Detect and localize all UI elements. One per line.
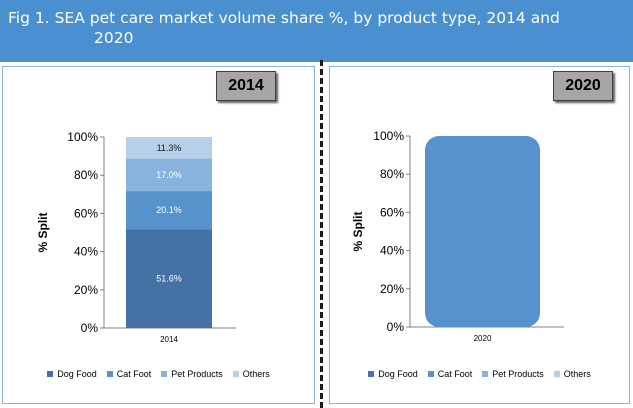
figure-title-line-2: 2020 — [94, 29, 134, 47]
x-category-label-2014: 2014 — [160, 335, 178, 344]
y-tick-label-5: 100% — [67, 130, 98, 144]
year-badge-2020: 2020 — [553, 71, 613, 101]
y-axis-label: % Split — [351, 211, 365, 251]
legend-swatch — [368, 371, 375, 377]
data-label-2014-dog-food: 51.6% — [156, 274, 182, 284]
legend-item-cat-foot: Cat Foot — [427, 369, 473, 379]
legend-swatch — [106, 371, 113, 377]
legend-label: Pet Products — [492, 369, 544, 379]
data-label-2014-others: 11.3% — [157, 143, 182, 153]
y-tick-label-0: 0% — [81, 321, 99, 335]
legend-label: Dog Food — [378, 369, 418, 379]
chart-panel-2020: 2020 0% 20% 40% 60% 80% 100% % Split 2020 Dog F… — [329, 66, 630, 404]
legend-2020: Dog Food Cat Foot Pet Products Others — [330, 369, 629, 379]
bar-2014-cat-foot — [126, 191, 212, 230]
y-tick-label-3: 60% — [380, 205, 404, 219]
bar-2014-others — [126, 137, 212, 159]
legend-item-others: Others — [553, 369, 591, 379]
figure-title-bar: Fig 1. SEA pet care market volume share … — [0, 0, 633, 62]
data-label-2014-cat-foot: 20.1% — [156, 205, 182, 215]
legend-label: Cat Foot — [437, 369, 473, 379]
y-tick-label-1: 20% — [74, 283, 98, 297]
legend-label: Pet Products — [171, 369, 223, 379]
y-tick-label-2: 40% — [380, 244, 404, 258]
legend-label: Others — [563, 369, 591, 379]
y-tick-label-1: 20% — [380, 282, 404, 296]
chart-2020-svg: 0% 20% 40% 60% 80% 100% % Split 2020 — [351, 129, 564, 343]
bar-2014-pet-products — [126, 158, 212, 192]
legend-swatch — [482, 371, 489, 377]
legend-2014: Dog Food Cat Foot Pet Products Others — [3, 369, 314, 379]
legend-item-pet-products: Pet Products — [161, 369, 223, 379]
y-axis-label: % Split — [36, 212, 50, 252]
legend-item-others: Others — [232, 369, 270, 379]
legend-swatch — [161, 371, 168, 377]
bar-2014-dog-food — [126, 229, 212, 328]
chart-2014-svg: 0% 20% 40% 60% 80% 100% % Split 51.6% 20.1% 17.0%… — [36, 130, 236, 344]
year-badge-2014: 2014 — [216, 71, 276, 101]
y-tick-label-3: 60% — [74, 206, 98, 220]
y-tick-label-4: 80% — [74, 168, 98, 182]
figure-title-line-1: Fig 1. SEA pet care market volume share … — [8, 9, 560, 27]
legend-label: Dog Food — [57, 369, 97, 379]
legend-item-dog-food: Dog Food — [368, 369, 418, 379]
legend-swatch — [47, 371, 54, 377]
data-label-2014-pet-products: 17.0% — [156, 170, 182, 180]
x-category-label-2020: 2020 — [474, 334, 492, 343]
legend-label: Cat Foot — [116, 369, 152, 379]
legend-item-pet-products: Pet Products — [482, 369, 544, 379]
y-tick-label-0: 0% — [387, 320, 405, 334]
chart-panel-2014: 2014 0% 20% 40% 60% 80% 100% % Split 51.6% 20.1%… — [2, 66, 315, 404]
legend-swatch — [553, 371, 560, 377]
legend-item-dog-food: Dog Food — [47, 369, 97, 379]
legend-swatch — [427, 371, 434, 377]
y-tick-label-4: 80% — [380, 167, 404, 181]
y-tick-label-2: 40% — [74, 245, 98, 259]
legend-label: Others — [242, 369, 270, 379]
legend-swatch — [232, 371, 239, 377]
bar-2020-dog-food — [425, 136, 540, 327]
y-tick-label-5: 100% — [373, 129, 404, 143]
panel-divider — [320, 60, 323, 408]
legend-item-cat-foot: Cat Foot — [106, 369, 152, 379]
